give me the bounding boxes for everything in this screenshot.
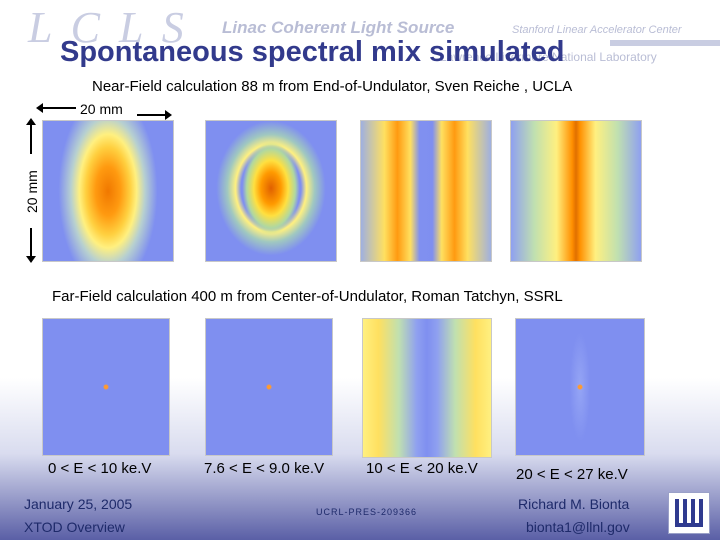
arrow-left-icon xyxy=(36,103,43,113)
energy-label-2: 7.6 < E < 9.0 ke.V xyxy=(204,460,325,477)
footer-id: UCRL-PRES-209366 xyxy=(316,507,418,517)
footer-author: Richard M. Bionta xyxy=(518,496,630,512)
scale-horizontal-label: 20 mm xyxy=(80,101,123,117)
far-field-caption: Far-Field calculation 400 m from Center-… xyxy=(52,288,563,305)
arrow-down-icon xyxy=(26,256,36,263)
energy-label-4: 20 < E < 27 ke.V xyxy=(516,466,628,483)
far-field-panel-2 xyxy=(205,318,333,456)
scale-arrow-down xyxy=(30,228,32,258)
org-center: Stanford Linear Accelerator Center xyxy=(512,24,682,36)
llnl-logo-icon xyxy=(668,492,710,534)
near-field-panel-1 xyxy=(42,120,174,262)
lab-text: Lawrence Livermore National Laboratory xyxy=(440,50,657,64)
slide-title: Spontaneous spectral mix simulated xyxy=(60,36,565,68)
footer-email: bionta1@llnl.gov xyxy=(526,519,630,535)
scale-arrow-up xyxy=(30,124,32,154)
header-bar xyxy=(610,40,720,46)
scale-vertical-label: 20 mm xyxy=(24,170,40,213)
far-field-panel-3 xyxy=(362,318,492,458)
arrow-up-icon xyxy=(26,118,36,125)
footer-date: January 25, 2005 xyxy=(24,496,133,512)
near-field-panel-3 xyxy=(360,120,492,262)
arrow-right-icon xyxy=(165,110,172,120)
energy-label-1: 0 < E < 10 ke.V xyxy=(48,460,152,477)
scale-arrow-left xyxy=(40,107,76,109)
near-field-panel-2 xyxy=(205,120,337,262)
near-field-panel-4 xyxy=(510,120,642,262)
far-field-panel-1 xyxy=(42,318,170,456)
energy-label-3: 10 < E < 20 ke.V xyxy=(366,460,478,477)
far-field-panel-4 xyxy=(515,318,645,456)
lcls-logo: L C L S xyxy=(28,3,188,52)
scale-arrow-right xyxy=(137,114,167,116)
org-title: Linac Coherent Light Source xyxy=(222,18,455,37)
footer-meeting: XTOD Overview xyxy=(24,519,125,535)
near-field-caption: Near-Field calculation 88 m from End-of-… xyxy=(92,78,573,95)
